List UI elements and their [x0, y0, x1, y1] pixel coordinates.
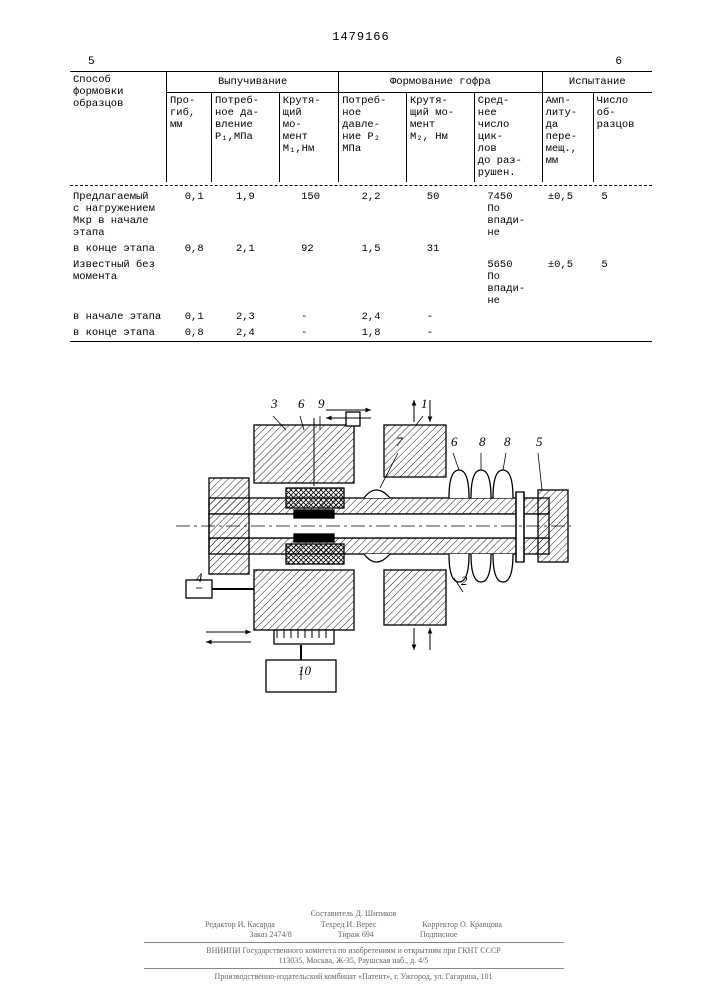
sub-header: Крутя- щий мо- мент М₂, Нм	[407, 93, 475, 182]
table-cell: 5650 По впади- не	[484, 257, 545, 309]
table-cell	[298, 257, 359, 309]
sub-header: Крутя- щий мо- мент М₁,Нм	[279, 93, 338, 182]
editor: Редактор И. Касарда	[205, 920, 275, 929]
group-header: Формование гофра	[339, 72, 542, 93]
sub-header: Амп- литу- да пере- мещ., мм	[542, 93, 593, 182]
col-num-right: 6	[615, 56, 622, 68]
table-cell: 0,1	[182, 309, 233, 325]
svg-text:8: 8	[504, 434, 511, 449]
imprint-footer: Составитель Д. Шитиков Редактор И. Касар…	[0, 909, 707, 982]
table-cell: 1,8	[359, 325, 424, 341]
data-table: Способ формовки образцов Выпучивание Фор…	[70, 72, 652, 182]
table-cell: -	[424, 325, 485, 341]
row-label: в начале этапа	[70, 309, 182, 325]
tirazh: Тираж 694	[338, 930, 374, 939]
table-cell: -	[424, 309, 485, 325]
table-cell: 1,5	[359, 241, 424, 257]
svg-text:8: 8	[479, 434, 486, 449]
subscription: Подписное	[420, 930, 458, 939]
compiler: Составитель Д. Шитиков	[0, 909, 707, 919]
table-cell: 5	[598, 257, 652, 309]
table-cell: 150	[298, 189, 359, 241]
table-cell: 92	[298, 241, 359, 257]
table-cell	[545, 325, 599, 341]
row-label: в конце этапа	[70, 325, 182, 341]
technical-figure: 3691768852410	[70, 370, 652, 709]
svg-text:1: 1	[421, 396, 428, 411]
prod-line: Производственно-издательский комбинат «П…	[0, 972, 707, 982]
sub-header: Сред- нее число цик- лов до раз- рушен.	[474, 93, 542, 182]
table-cell: -	[298, 309, 359, 325]
table-cell: 0,8	[182, 241, 233, 257]
table-cell: 2,1	[233, 241, 298, 257]
table-cell	[233, 257, 298, 309]
addr-line: 113035, Москва, Ж-35, Раушская наб., д. …	[0, 956, 707, 966]
tech-editor: Техред И. Верес	[321, 920, 377, 929]
row-label: Известный без момента	[70, 257, 182, 309]
svg-text:2: 2	[461, 573, 468, 588]
table-cell	[598, 241, 652, 257]
table-cell	[484, 241, 545, 257]
table-cell	[424, 257, 485, 309]
table-cell	[484, 309, 545, 325]
table-cell	[182, 257, 233, 309]
table-cell	[484, 325, 545, 341]
row-label: в конце этапа	[70, 241, 182, 257]
table-cell: 0,1	[182, 189, 233, 241]
table-cell: ±0,5	[545, 257, 599, 309]
col-num-left: 5	[88, 56, 95, 68]
table-cell: 1,9	[233, 189, 298, 241]
table-cell	[359, 257, 424, 309]
sub-header: Про- гиб, мм	[167, 93, 212, 182]
sub-header: Потреб- ное давле- ние Р₂ МПа	[339, 93, 407, 182]
table-cell	[545, 241, 599, 257]
org-line: ВНИИПИ Государственного комитета по изоб…	[0, 946, 707, 956]
table-cell: 2,3	[233, 309, 298, 325]
table-cell	[598, 309, 652, 325]
svg-text:7: 7	[396, 434, 403, 449]
table-cell: 0,8	[182, 325, 233, 341]
svg-text:3: 3	[270, 396, 278, 411]
svg-text:6: 6	[298, 396, 305, 411]
table-cell: 5	[598, 189, 652, 241]
table-cell: 2,4	[359, 309, 424, 325]
row-header-title: Способ формовки образцов	[70, 72, 167, 182]
table-cell	[545, 309, 599, 325]
table-cell: 7450 По впади- не	[484, 189, 545, 241]
svg-text:10: 10	[298, 663, 312, 678]
table-cell	[598, 325, 652, 341]
sub-header: Число об- разцов	[593, 93, 652, 182]
table-cell: -	[298, 325, 359, 341]
table-cell: ±0,5	[545, 189, 599, 241]
svg-text:6: 6	[451, 434, 458, 449]
data-table-body: Предлагаемый с нагружением Мкр в начале …	[70, 189, 652, 342]
patent-number: 1479166	[70, 30, 652, 44]
corrector: Корректор О. Кравцова	[422, 920, 502, 929]
svg-text:4: 4	[196, 570, 203, 585]
svg-text:5: 5	[536, 434, 543, 449]
row-label: Предлагаемый с нагружением Мкр в начале …	[70, 189, 182, 241]
sub-header: Потреб- ное да- вление Р₁,МПа	[212, 93, 280, 182]
table-cell: 2,4	[233, 325, 298, 341]
group-header: Испытание	[542, 72, 652, 93]
table-cell: 50	[424, 189, 485, 241]
table-cell: 2,2	[359, 189, 424, 241]
group-header: Выпучивание	[167, 72, 339, 93]
svg-text:9: 9	[318, 396, 325, 411]
table-cell: 31	[424, 241, 485, 257]
order-no: Заказ 2474/8	[250, 930, 292, 939]
